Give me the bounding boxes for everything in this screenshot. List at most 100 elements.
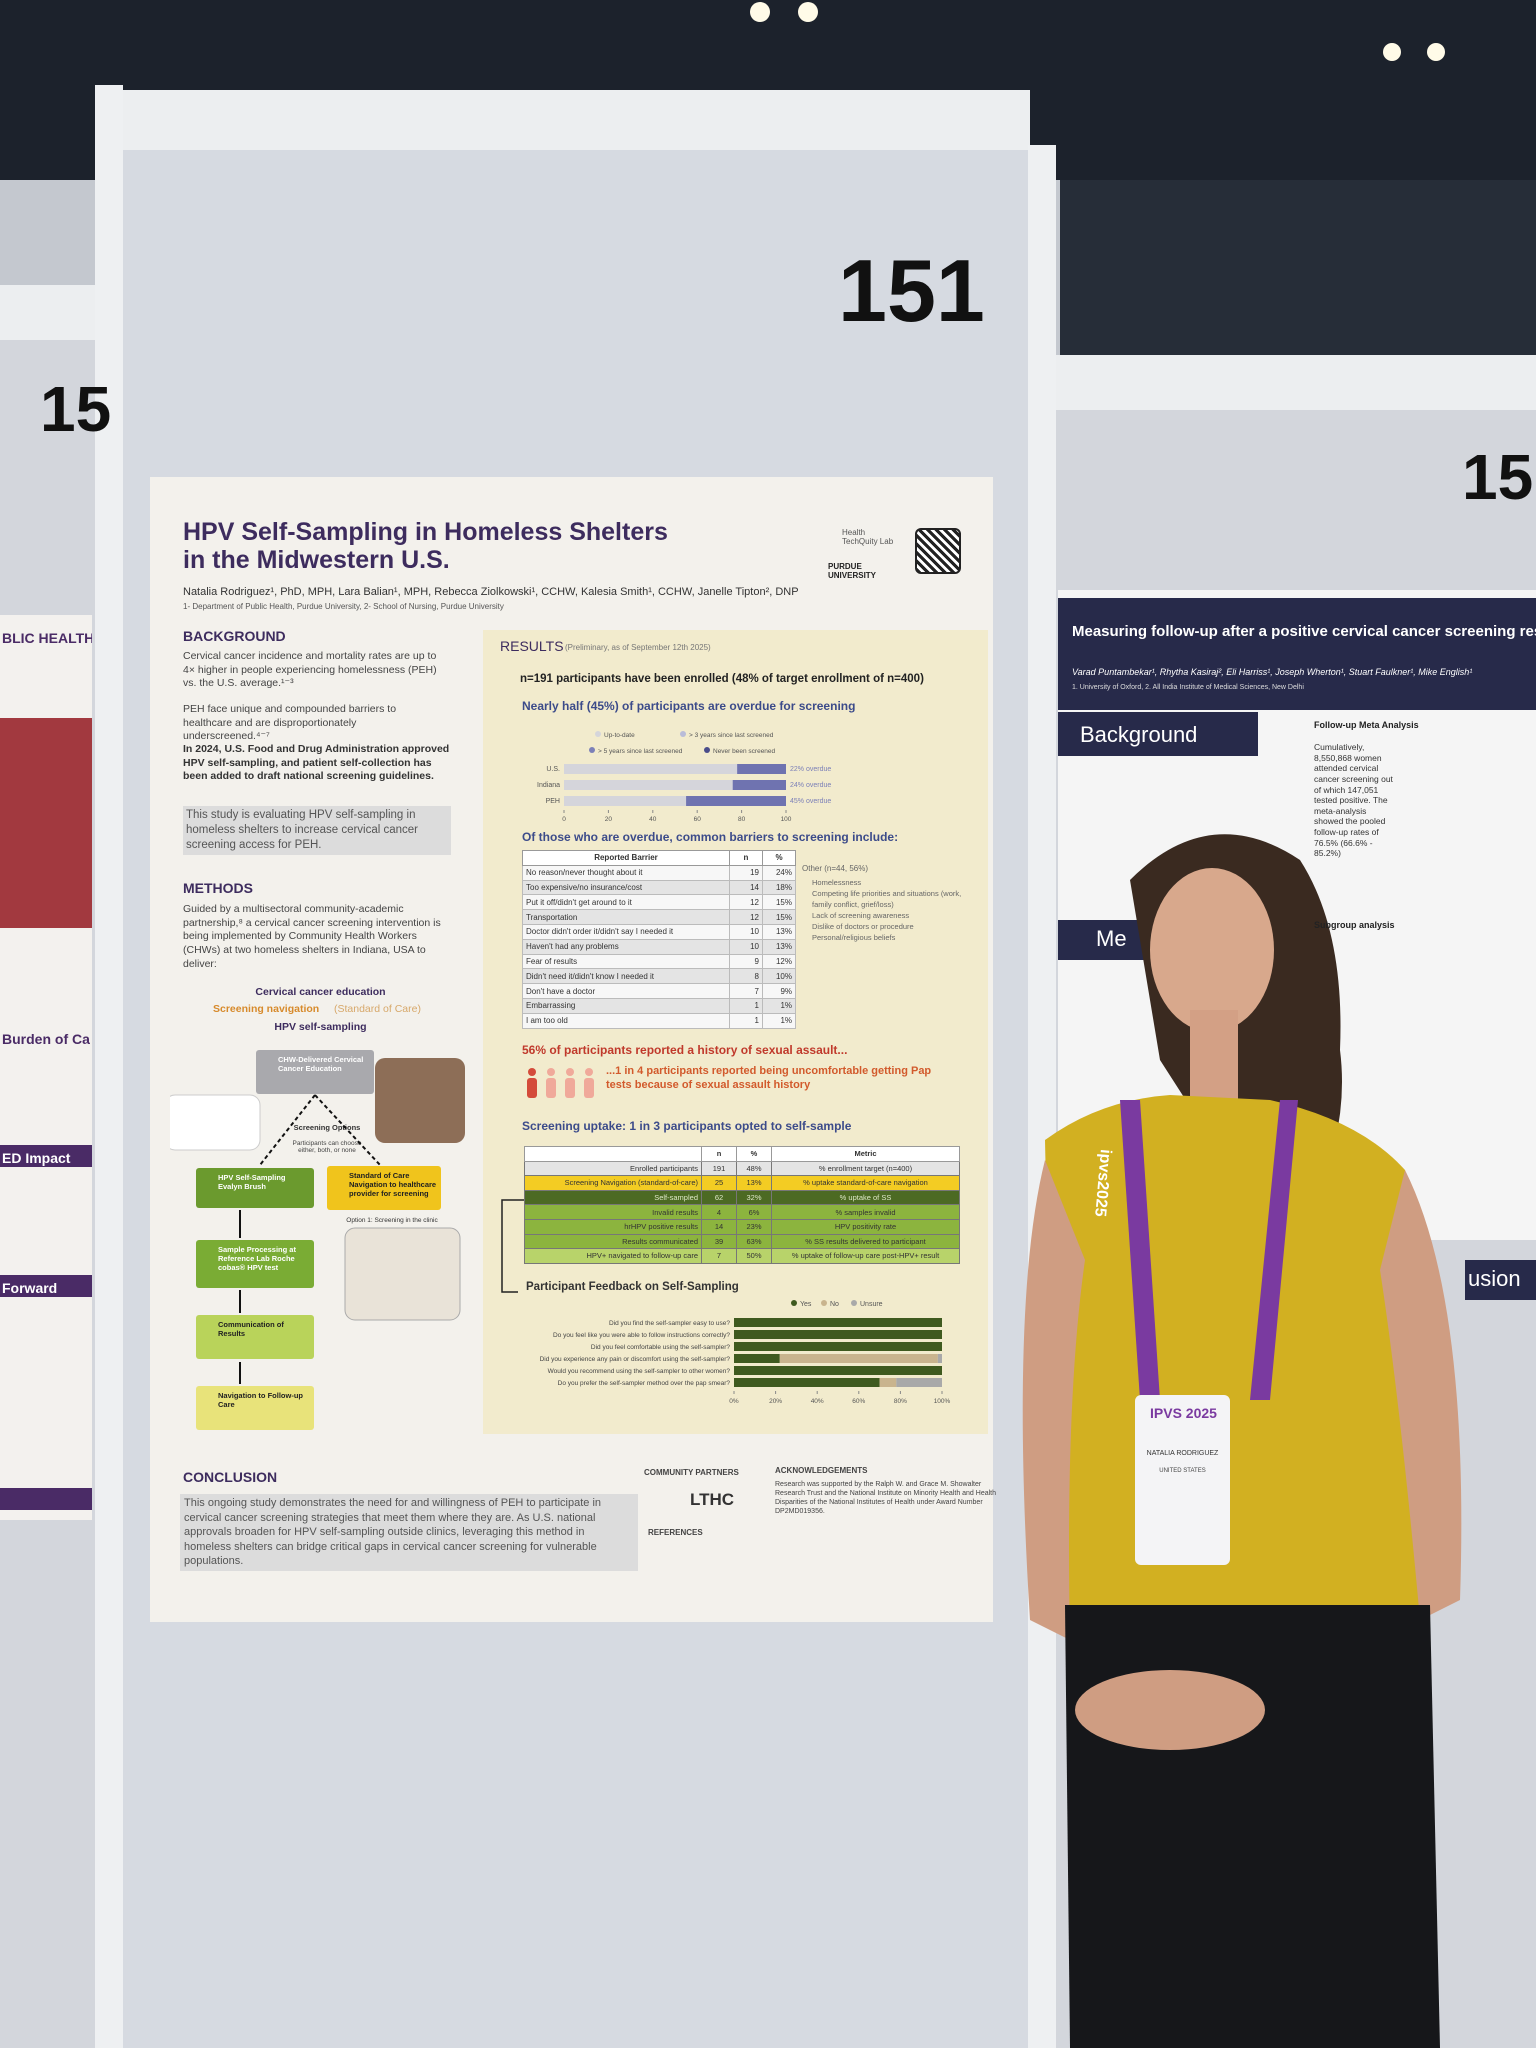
other-item: Homelessness xyxy=(812,878,862,887)
section-heading: Background xyxy=(1080,722,1198,747)
right-board-frame xyxy=(1056,355,1536,410)
table-cell: 7 xyxy=(729,983,763,999)
left-poster-bar xyxy=(0,1275,92,1297)
table-cell: 12% xyxy=(762,953,796,970)
lanyard xyxy=(1250,1100,1298,1400)
bar-track xyxy=(564,764,786,774)
legend-label: Up-to-date xyxy=(604,732,635,739)
table-cell: 62 xyxy=(701,1189,737,1206)
results-heading: Of those who are overdue, common barrier… xyxy=(522,830,899,844)
paragraph: Cervical cancer incidence and mortality … xyxy=(183,650,437,690)
ceiling-light xyxy=(1383,43,1401,61)
table-cell: Results communicated xyxy=(524,1233,702,1250)
legend-swatch xyxy=(704,747,710,753)
table-cell: Doctor didn't order it/didn't say I need… xyxy=(522,923,730,940)
results-heading: Nearly half (45%) of participants are ov… xyxy=(522,699,856,713)
ceiling-light xyxy=(1427,43,1445,61)
table-cell: 14 xyxy=(729,879,763,896)
table-cell: 50% xyxy=(736,1248,772,1264)
results-heading: Screening uptake: 1 in 3 participants op… xyxy=(522,1119,852,1133)
table-cell: 24% xyxy=(762,864,796,881)
left-poster-bar xyxy=(0,1488,92,1510)
other-item: Personal/religious beliefs xyxy=(812,933,896,942)
method-item: Screening navigation xyxy=(213,1003,320,1015)
table-row: Enrolled participants 191 48%% enrollment … xyxy=(524,1160,960,1177)
table-cell: 10% xyxy=(762,968,796,985)
photo-inset xyxy=(375,1058,465,1143)
uptake-table: n% Metric Enrolled participants 191 48%% enr… xyxy=(524,1146,960,1264)
table-row: Fear of results 9 12% xyxy=(522,953,796,970)
badge-country: UNITED STATES xyxy=(1159,1468,1206,1474)
flow-arrows xyxy=(170,1058,465,1384)
bar-segment xyxy=(896,1378,942,1387)
bar-segment xyxy=(779,1354,938,1363)
table-row: Invalid results 4 6%% samples invalid xyxy=(524,1204,960,1220)
table-row: No reason/never thought about it 19 24% xyxy=(522,864,796,881)
table-cell: 191 xyxy=(701,1160,737,1177)
other-item: Lack of screening awareness xyxy=(812,911,910,920)
table-cell: 23% xyxy=(736,1218,772,1235)
person-icon xyxy=(566,1068,574,1076)
legend-label: > 3 years since last screened xyxy=(689,732,774,739)
flow-node: Navigation to Follow-up Care xyxy=(196,1386,314,1430)
question-label: Did you find the self-sampler easy to us… xyxy=(609,1320,730,1327)
legend-swatch xyxy=(821,1300,827,1306)
person-icon xyxy=(527,1078,537,1098)
paragraph: Guided by a multisectoral community-acad… xyxy=(183,903,441,970)
category-label: Indiana xyxy=(537,782,560,789)
table-row: Embarrassing 1 1% xyxy=(522,997,796,1014)
section-heading: Me xyxy=(1096,926,1127,951)
x-tick-label: 0 xyxy=(562,816,566,823)
table-row: Transportation 12 15% xyxy=(522,909,796,925)
table-cell: 8 xyxy=(729,968,763,985)
table-cell: Fear of results xyxy=(522,953,730,970)
right-poster-header xyxy=(1058,598,1536,710)
table-row: Put it off/didn't get around to it 12 15% xyxy=(522,894,796,911)
value-label: 24% overdue xyxy=(790,782,831,789)
person-icon xyxy=(546,1078,556,1098)
photo-inset xyxy=(344,1227,461,1321)
neck xyxy=(1190,1010,1238,1100)
x-tick-label: 40% xyxy=(811,1398,824,1405)
bar-track xyxy=(564,780,786,790)
table-row: Don't have a doctor 7 9% xyxy=(522,983,796,999)
right-section-bar xyxy=(1465,1260,1536,1300)
table-cell: 4 xyxy=(701,1204,737,1220)
person-icon xyxy=(547,1068,555,1076)
poster-title: in the Midwestern U.S. xyxy=(183,546,450,574)
other-item: Competing life priorities and situations… xyxy=(812,889,962,909)
table-cell: 1% xyxy=(762,997,796,1014)
flow-node: HPV Self-Sampling Evalyn Brush xyxy=(196,1168,314,1208)
table-cell: 15% xyxy=(762,894,796,911)
table-cell: HPV positivity rate xyxy=(771,1218,960,1235)
table-row: I am too old 1 1% xyxy=(522,1012,796,1029)
fragment: BLIC HEALTH xyxy=(2,630,92,646)
right-section-bar xyxy=(1058,712,1258,756)
table-row: Too expensive/no insurance/cost 14 18% xyxy=(522,879,796,896)
board-number: 15 xyxy=(40,373,112,445)
table-cell: 48% xyxy=(736,1160,772,1177)
section-heading: usion xyxy=(1468,1266,1521,1291)
arm xyxy=(1380,1170,1462,1620)
legend-label: No xyxy=(830,1301,839,1308)
bar-segment xyxy=(937,1354,942,1363)
partner-logo: LTHC xyxy=(690,1490,735,1509)
table-cell: % uptake standard-of-care navigation xyxy=(771,1175,960,1191)
pants xyxy=(1065,1605,1440,2048)
legend-swatch xyxy=(680,731,686,737)
section-heading: CONCLUSION xyxy=(183,1469,278,1485)
section-heading: METHODS xyxy=(183,880,253,896)
hands xyxy=(1075,1670,1265,1750)
face xyxy=(1150,868,1274,1032)
person-icon xyxy=(585,1068,593,1076)
table-row: Doctor didn't order it/didn't say I need… xyxy=(522,923,796,940)
table-cell: 13% xyxy=(736,1175,772,1191)
barriers-table: Reported Barrier n% No reason/never though… xyxy=(522,850,796,1029)
person-icon xyxy=(584,1078,594,1098)
table-row: Haven't had any problems 10 13% xyxy=(522,938,796,955)
lanyard xyxy=(1120,1100,1160,1400)
table-cell: 9 xyxy=(729,953,763,970)
paragraph: Research was supported by the Ralph W. a… xyxy=(775,1481,997,1516)
bar xyxy=(732,780,786,790)
